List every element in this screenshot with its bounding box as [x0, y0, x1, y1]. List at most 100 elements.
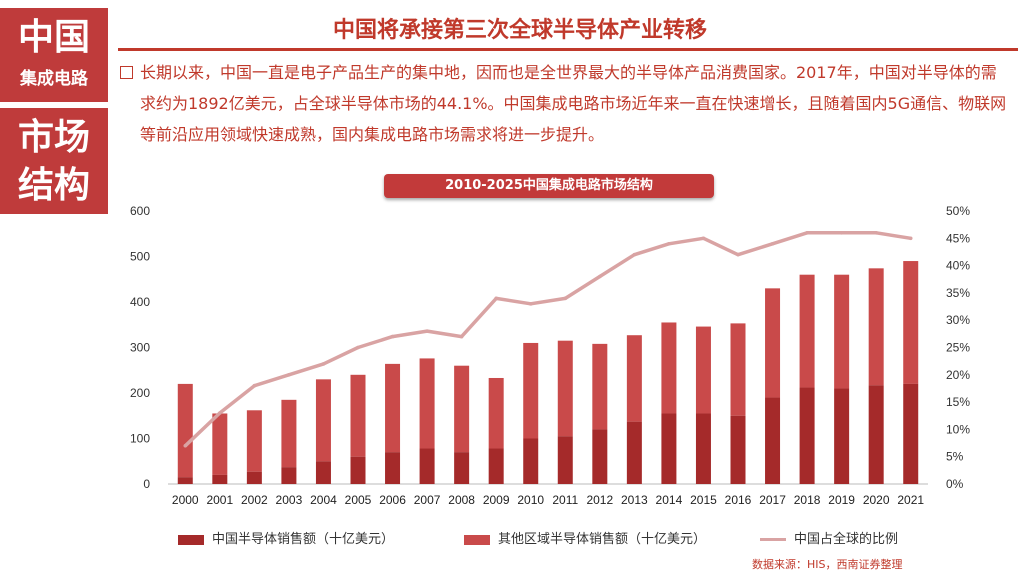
- share-point: [390, 334, 395, 339]
- legend-china: 中国半导体销售额（十亿美元）: [178, 528, 394, 547]
- y-right-tick-label: 20%: [946, 368, 970, 382]
- y-right-tick-label: 50%: [946, 204, 970, 218]
- share-point: [770, 241, 775, 246]
- title-divider: [118, 48, 1018, 51]
- bar-other-region: [454, 365, 470, 453]
- chart-title: 2010-2025中国集成电路市场结构: [384, 174, 714, 198]
- y-right-tick-label: 45%: [946, 231, 970, 245]
- bar-china: [626, 421, 642, 484]
- sidebar-big-text: 中国: [17, 17, 90, 58]
- bar-other-region: [419, 358, 435, 449]
- bar-other-region: [177, 383, 193, 478]
- y-left-tick-label: 500: [130, 250, 150, 264]
- y-right-tick-label: 40%: [946, 259, 970, 273]
- bar-china: [212, 474, 228, 484]
- bar-other-region: [799, 274, 815, 388]
- x-tick-label: 2012: [586, 493, 613, 507]
- bar-other-region: [315, 379, 331, 462]
- bar-other-region: [281, 399, 297, 468]
- share-point: [598, 274, 602, 279]
- y-left-tick-label: 200: [130, 386, 150, 400]
- bar-other-region: [626, 335, 642, 422]
- share-point: [218, 411, 222, 415]
- bar-china: [385, 452, 401, 484]
- bar-other-region: [730, 323, 746, 416]
- bar-china: [315, 461, 331, 484]
- bar-other-region: [695, 326, 711, 414]
- bullet-square-icon: [120, 66, 133, 79]
- share-point: [183, 443, 188, 448]
- share-point: [839, 231, 844, 235]
- legend-label-other: 其他区域半导体销售额（十亿美元）: [498, 532, 707, 547]
- x-tick-label: 2011: [552, 493, 578, 507]
- bar-other-region: [592, 343, 608, 430]
- bar-china: [523, 438, 539, 484]
- share-point: [563, 296, 568, 301]
- share-point: [287, 373, 291, 377]
- x-tick-label: 2018: [794, 493, 821, 507]
- bar-other-region: [903, 261, 919, 384]
- x-tick-label: 2017: [759, 493, 786, 507]
- bar-china: [419, 448, 435, 484]
- bar-china: [454, 452, 470, 484]
- x-tick-label: 2005: [345, 493, 372, 507]
- share-point: [632, 252, 637, 257]
- bar-other-region: [246, 410, 262, 472]
- x-tick-label: 2013: [621, 493, 648, 507]
- bar-other-region: [557, 340, 573, 437]
- bar-china: [488, 448, 504, 484]
- x-tick-label: 2019: [828, 493, 855, 507]
- y-right-tick-label: 35%: [946, 286, 970, 300]
- share-point: [494, 296, 498, 301]
- bar-china: [868, 385, 884, 484]
- x-tick-label: 2009: [483, 493, 510, 507]
- x-tick-label: 2006: [379, 493, 406, 507]
- bar-china: [557, 436, 573, 484]
- x-tick-label: 2004: [310, 493, 337, 507]
- share-point: [459, 334, 464, 339]
- y-right-tick-label: 25%: [946, 341, 970, 355]
- share-point: [528, 302, 533, 306]
- source-note: 数据来源：HIS，西南证券整理: [752, 558, 903, 571]
- bar-china: [661, 413, 677, 484]
- bar-china: [281, 467, 297, 484]
- bar-other-region: [488, 377, 504, 449]
- y-right-tick-label: 10%: [946, 422, 970, 436]
- bar-other-region: [765, 288, 781, 398]
- x-tick-label: 2007: [414, 493, 441, 507]
- sidebar-line1: 市场: [17, 117, 90, 158]
- x-tick-label: 2003: [276, 493, 303, 507]
- legend-label-china: 中国半导体销售额（十亿美元）: [212, 532, 395, 547]
- bar-other-region: [661, 322, 677, 414]
- bar-other-region: [385, 363, 401, 453]
- sidebar-line2: 结构: [17, 165, 90, 206]
- share-point: [356, 345, 360, 350]
- share-point: [805, 231, 809, 235]
- x-tick-label: 2016: [725, 493, 752, 507]
- y-right-tick-label: 5%: [946, 450, 964, 464]
- bar-other-region: [868, 268, 884, 386]
- y-right-tick-label: 15%: [946, 395, 970, 409]
- x-tick-label: 2014: [656, 493, 683, 507]
- bar-china: [765, 397, 781, 484]
- bar-other-region: [212, 413, 228, 475]
- legend-label-share: 中国占全球的比例: [794, 532, 899, 547]
- legend-swatch-share: [760, 538, 786, 541]
- share-point: [425, 329, 429, 333]
- sidebar-small-text: 集成电路: [20, 69, 88, 89]
- share-point: [667, 241, 671, 246]
- bar-other-region: [523, 342, 539, 439]
- share-point: [701, 236, 706, 241]
- x-tick-label: 2020: [863, 493, 890, 507]
- y-left-tick-label: 600: [130, 204, 150, 218]
- share-line: [184, 231, 911, 448]
- share-point: [908, 236, 913, 241]
- share-point: [252, 383, 257, 388]
- bar-china: [903, 383, 919, 484]
- bar-china: [246, 471, 262, 484]
- legend-swatch-china: [178, 534, 204, 545]
- x-tick-label: 2001: [206, 493, 233, 507]
- bar-china: [592, 429, 608, 484]
- x-tick-label: 2021: [897, 493, 924, 507]
- intro-paragraph: 长期以来，中国一直是电子产品生产的集中地，因而也是全世界最大的半导体产品消费国家…: [140, 63, 1007, 144]
